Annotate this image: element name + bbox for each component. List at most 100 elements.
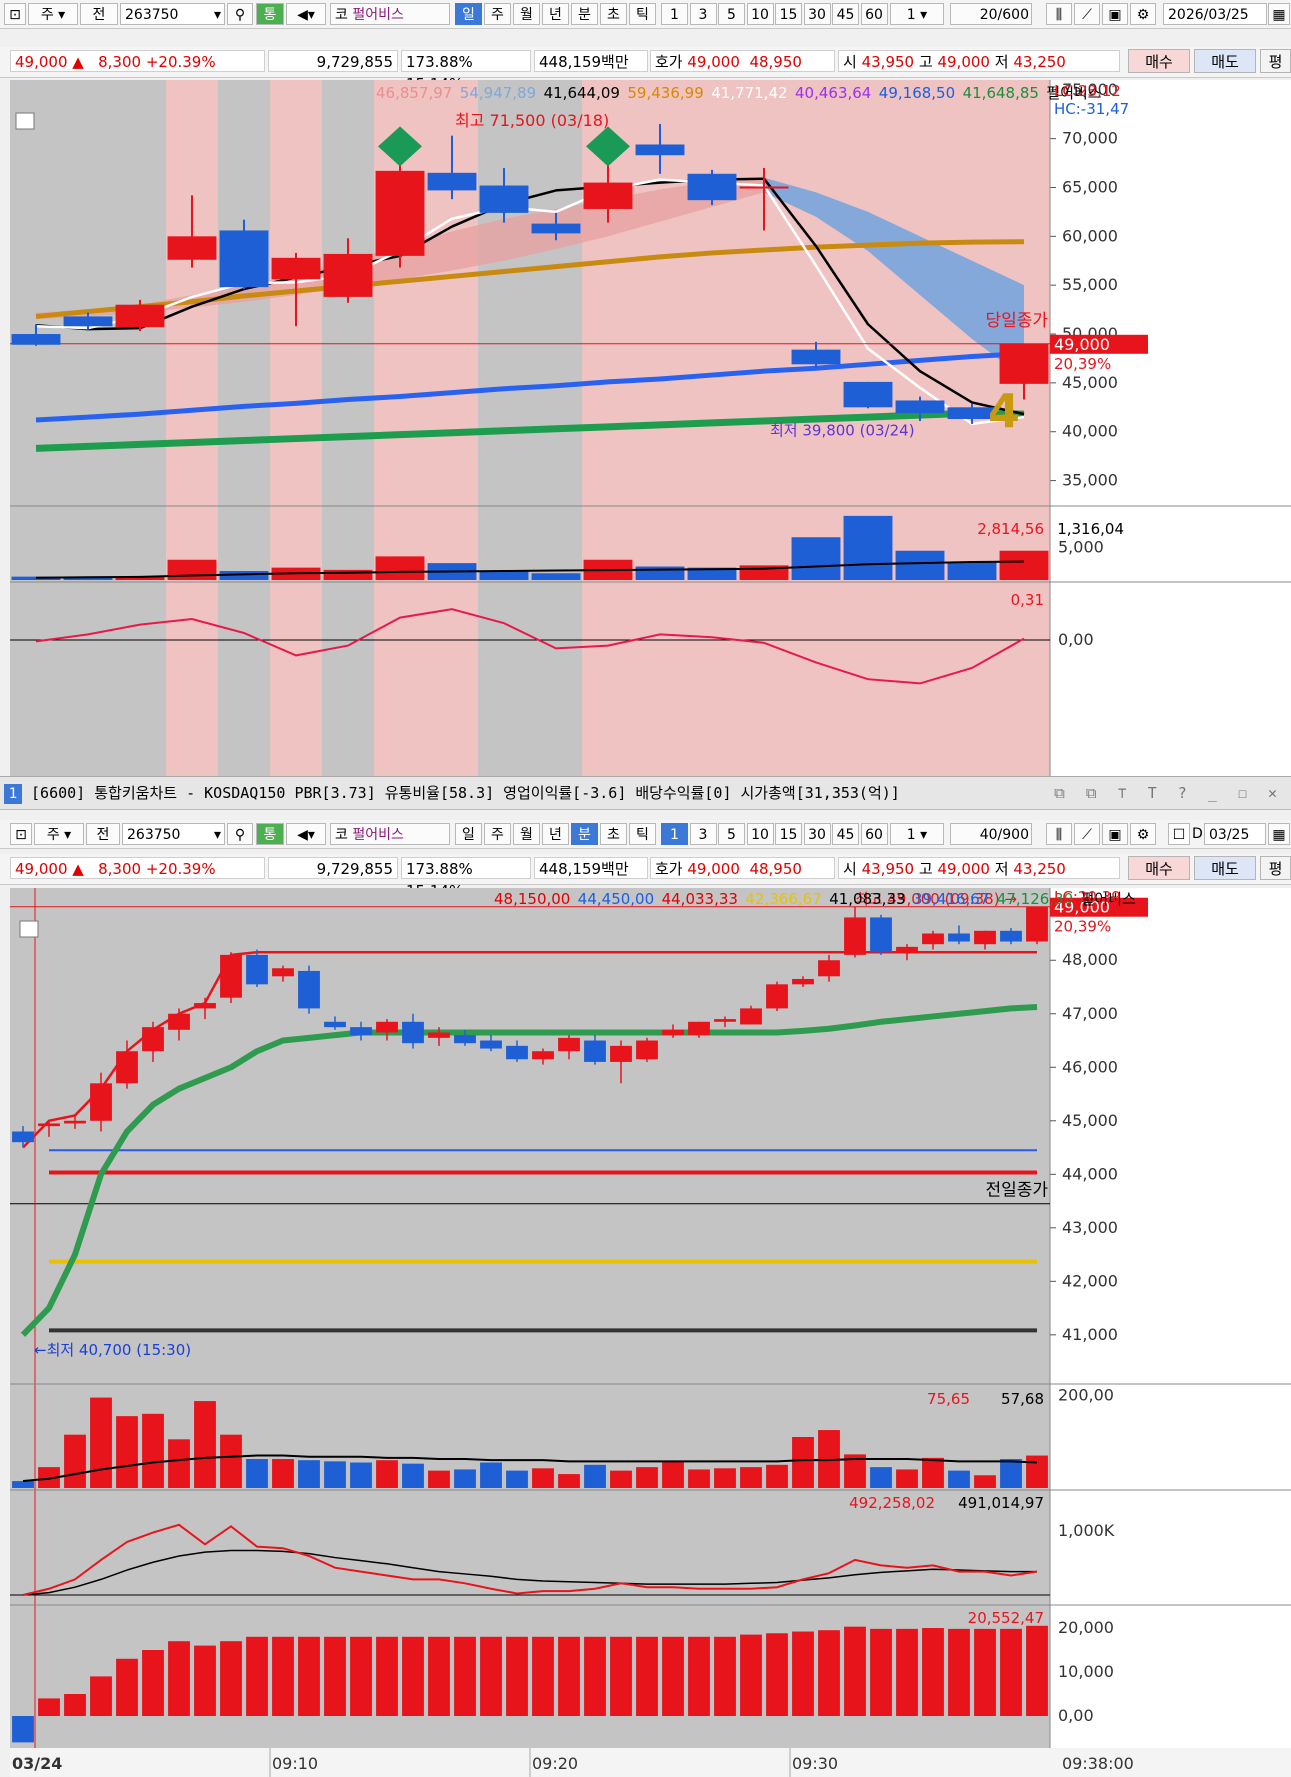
tab-interval-10[interactable]: 10: [746, 3, 774, 25]
sell-button[interactable]: 매도: [1194, 49, 1256, 73]
tab-interval-30[interactable]: 30: [803, 823, 831, 845]
gear-icon[interactable]: ⚙: [1130, 3, 1156, 25]
avg-button[interactable]: 평: [1260, 49, 1291, 73]
tab-period-2[interactable]: 월: [513, 823, 540, 845]
volume-bar: [428, 1470, 450, 1488]
buy-button[interactable]: 매수: [1128, 856, 1190, 880]
volume-bar: [636, 1467, 658, 1488]
tab-interval-60[interactable]: 60: [860, 3, 888, 25]
search-icon[interactable]: ⚲: [227, 3, 253, 25]
tab-period-3[interactable]: 년: [542, 823, 569, 845]
legend-value: 41,771,42: [711, 84, 787, 102]
chart-type-icon[interactable]: ⊡: [4, 3, 26, 25]
cum-bar: [532, 1636, 554, 1716]
avg-button[interactable]: 평: [1260, 856, 1291, 880]
speaker-icon[interactable]: ◀▾: [286, 823, 326, 845]
tab-period-1[interactable]: 주: [484, 3, 511, 25]
candle-toggle-icon[interactable]: ⫼: [1046, 3, 1072, 25]
stock-name-field[interactable]: 코 펄어비스: [330, 3, 450, 25]
chevron-down-icon[interactable]: ▾: [213, 827, 221, 843]
tab-interval-1[interactable]: 1: [661, 3, 688, 25]
candle-body: [271, 257, 321, 280]
code-input[interactable]: 263750 ▾: [120, 3, 225, 25]
window-controls[interactable]: ⧉ ⧉ ⊤ T ? _ ☐ ✕: [1054, 784, 1283, 802]
tab-period-2[interactable]: 월: [513, 3, 540, 25]
save-icon[interactable]: ▣: [1102, 823, 1128, 845]
code-input[interactable]: 263750 ▾: [122, 823, 225, 845]
tab-interval-3[interactable]: 3: [689, 823, 717, 845]
candle-body: [714, 1019, 736, 1022]
candle-body: [454, 1035, 476, 1044]
t-icon[interactable]: 통: [256, 823, 284, 845]
tab-interval-10[interactable]: 10: [746, 823, 774, 845]
tab-period-4[interactable]: 분: [571, 3, 598, 25]
candle-toggle-icon[interactable]: ⫼: [1046, 823, 1072, 845]
volume-bar: [688, 1469, 710, 1488]
count-input[interactable]: 40/900: [950, 823, 1032, 845]
x-axis-strip: [10, 1748, 1291, 1777]
tab-period-6[interactable]: 틱: [629, 3, 656, 25]
volume-bar: [792, 1437, 814, 1488]
cum-bar: [688, 1636, 710, 1716]
tab-period-5[interactable]: 초: [600, 3, 627, 25]
tab-interval-3[interactable]: 3: [689, 3, 717, 25]
tab-interval-45[interactable]: 45: [832, 823, 859, 845]
speaker-icon[interactable]: ◀▾: [286, 3, 326, 25]
candle-body: [947, 407, 997, 420]
volume-bar: [350, 1462, 372, 1488]
legend-value: 48,150,00: [494, 890, 570, 908]
y-tick-label: 55,000: [1062, 275, 1118, 294]
cum-bar: [12, 1716, 34, 1743]
tab-period-6[interactable]: 틱: [629, 823, 656, 845]
tab-period-4[interactable]: 분: [571, 823, 598, 845]
cum-bar: [636, 1636, 658, 1716]
unit-select[interactable]: 주 ▾: [34, 823, 84, 845]
search-icon[interactable]: ⚲: [227, 823, 253, 845]
d-checkbox[interactable]: ☐: [1168, 823, 1190, 845]
tab-interval-60[interactable]: 60: [860, 823, 888, 845]
lc-label: LC:23,12: [1054, 82, 1121, 100]
tab-interval-1[interactable]: 1: [661, 823, 688, 845]
save-icon[interactable]: ▣: [1102, 3, 1128, 25]
calendar-icon[interactable]: ▦: [1268, 823, 1290, 845]
volume-bar: [375, 556, 425, 580]
tab-period-0[interactable]: 일: [455, 823, 482, 845]
sell-button[interactable]: 매도: [1194, 856, 1256, 880]
gear-icon[interactable]: ⚙: [1130, 823, 1156, 845]
tab-interval-5[interactable]: 5: [718, 823, 745, 845]
all-button[interactable]: 전: [86, 823, 120, 845]
step-select[interactable]: 1 ▾: [890, 823, 944, 845]
line-tool-icon[interactable]: ⟋: [1074, 823, 1100, 845]
unit-select[interactable]: 주 ▾: [28, 3, 78, 25]
tab-interval-5[interactable]: 5: [718, 3, 745, 25]
tab-period-0[interactable]: 일: [455, 3, 482, 25]
tab-interval-15[interactable]: 15: [775, 3, 802, 25]
volume-bar: [90, 1397, 112, 1488]
y-tick-label: 46,000: [1062, 1057, 1118, 1076]
tab-interval-30[interactable]: 30: [803, 3, 831, 25]
chevron-down-icon[interactable]: ▾: [213, 7, 221, 23]
volume-bar: [506, 1470, 528, 1488]
volume-bar: [662, 1461, 684, 1488]
chart-type-icon[interactable]: ⊡: [10, 823, 32, 845]
tab-period-3[interactable]: 년: [542, 3, 569, 25]
calendar-icon[interactable]: ▦: [1268, 3, 1290, 25]
tab-period-1[interactable]: 주: [484, 823, 511, 845]
buy-button[interactable]: 매수: [1128, 49, 1190, 73]
step-select[interactable]: 1 ▾: [890, 3, 944, 25]
stock-name-field[interactable]: 코 펄어비스: [330, 823, 450, 845]
tab-interval-15[interactable]: 15: [775, 823, 802, 845]
y-tick-label: 65,000: [1062, 177, 1118, 196]
candle-body: [63, 316, 113, 327]
t-icon[interactable]: 통: [256, 3, 284, 25]
cum-legend: 20,552,47: [968, 1609, 1044, 1627]
date-input[interactable]: 03/25: [1204, 823, 1266, 845]
line-tool-icon[interactable]: ⟋: [1074, 3, 1100, 25]
count-input[interactable]: 20/600: [950, 3, 1032, 25]
volume-bar: [558, 1474, 580, 1488]
tab-interval-45[interactable]: 45: [832, 3, 859, 25]
ma-green-line: [35, 409, 1025, 452]
tab-period-5[interactable]: 초: [600, 823, 627, 845]
all-button[interactable]: 전: [80, 3, 118, 25]
date-input[interactable]: 2026/03/25: [1163, 3, 1267, 25]
